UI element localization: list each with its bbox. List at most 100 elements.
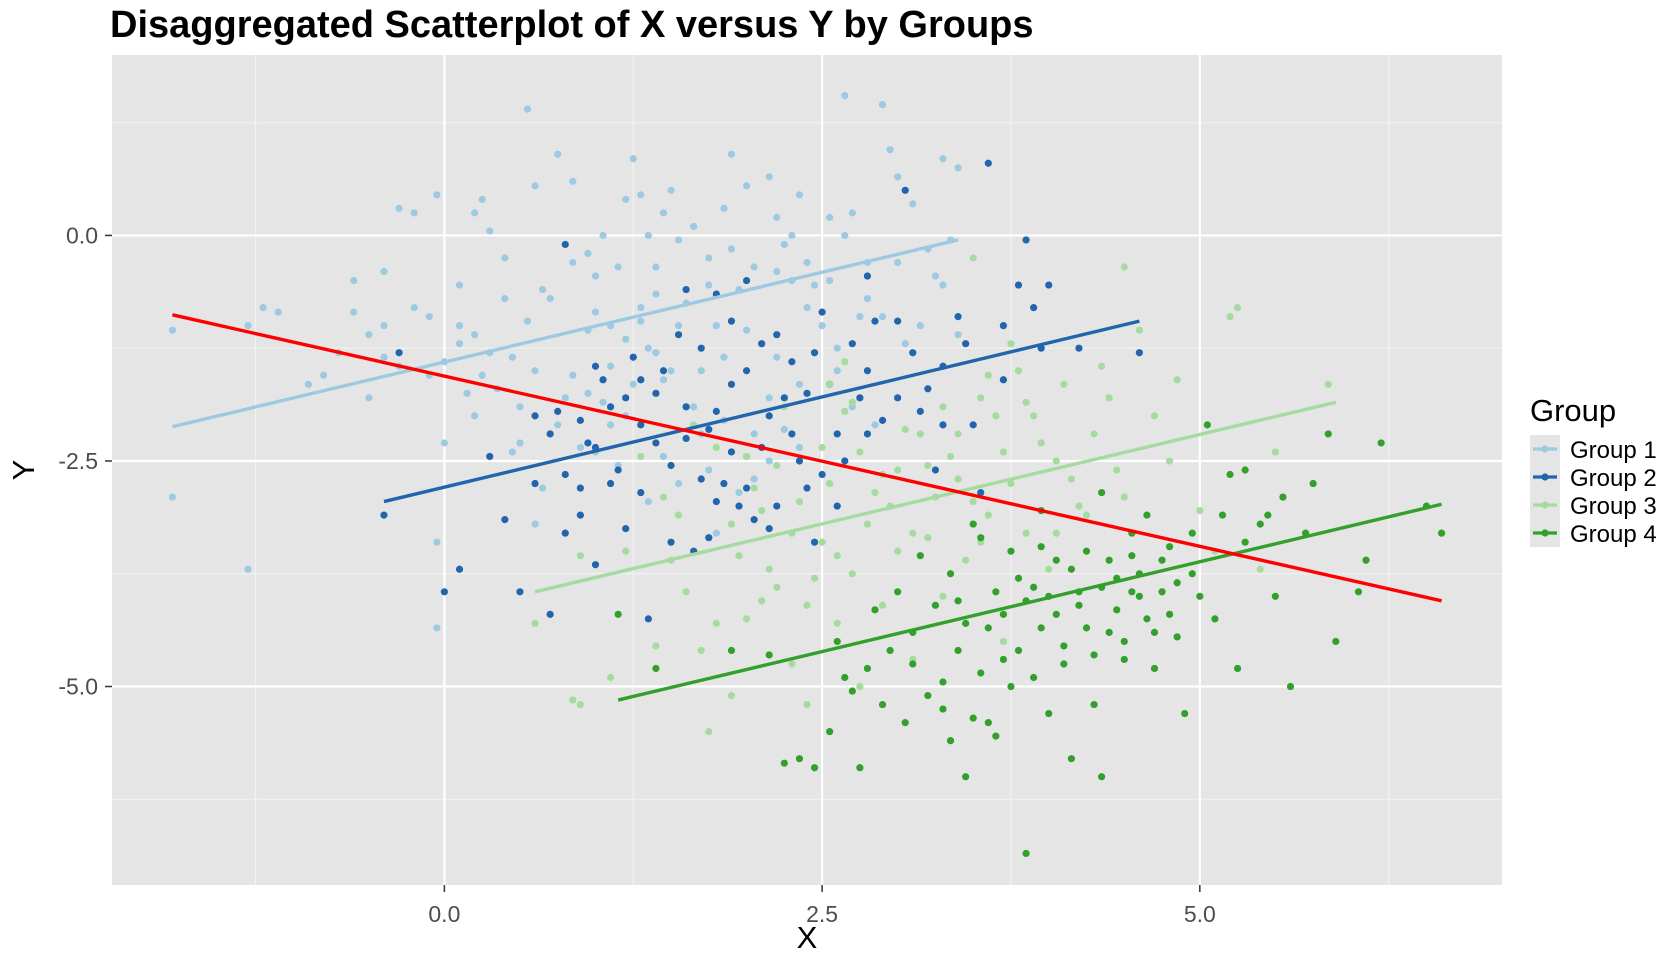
data-point (1007, 547, 1015, 555)
x-tick-label: 5.0 (1184, 901, 1216, 927)
data-point (946, 570, 955, 578)
data-point (1233, 304, 1242, 312)
data-point (886, 646, 894, 655)
data-point (954, 331, 962, 339)
data-point (901, 719, 909, 727)
data-point (773, 331, 781, 339)
data-point (697, 646, 705, 655)
data-point (554, 407, 562, 415)
data-point (1135, 326, 1143, 334)
data-point (727, 150, 736, 158)
data-point (1060, 380, 1068, 388)
data-point (939, 592, 947, 600)
data-point (576, 484, 584, 492)
data-point (576, 443, 584, 452)
data-point (742, 452, 751, 461)
data-point (742, 276, 751, 285)
data-point (1128, 588, 1136, 596)
data-point (1060, 642, 1068, 650)
data-point (969, 497, 977, 506)
data-point (788, 430, 796, 438)
data-point (1332, 637, 1340, 646)
data-point (1090, 651, 1098, 659)
data-point (471, 331, 479, 339)
legend-entry-1: Group 1 (1530, 435, 1657, 464)
data-point (727, 245, 736, 253)
data-point (410, 209, 418, 217)
data-point (1014, 281, 1023, 289)
data-point (1166, 457, 1174, 465)
data-point (727, 448, 736, 456)
data-point (576, 416, 584, 424)
data-point (486, 227, 494, 235)
data-point (659, 367, 668, 375)
data-point (863, 272, 872, 280)
data-point (931, 466, 940, 474)
data-point (531, 367, 539, 375)
data-point (561, 529, 569, 537)
data-point (455, 281, 464, 289)
data-point (1181, 709, 1189, 718)
data-point (1196, 592, 1204, 600)
data-point (168, 326, 177, 334)
data-point (1264, 511, 1272, 519)
data-point (697, 367, 705, 375)
data-point (977, 534, 985, 542)
x-axis-ticks: 0.0 2.5 5.0 (428, 885, 1216, 927)
data-point (380, 267, 388, 276)
data-point (969, 714, 977, 722)
data-point (788, 358, 796, 366)
data-point (871, 488, 879, 497)
data-point (425, 313, 433, 321)
data-point (712, 322, 720, 330)
data-point (810, 538, 819, 546)
data-point (659, 209, 668, 217)
major-gridlines (112, 55, 1502, 885)
data-point (1226, 313, 1234, 321)
data-point (471, 209, 479, 217)
data-point (350, 308, 358, 316)
data-point (999, 637, 1008, 646)
data-point (894, 173, 902, 181)
data-point (622, 335, 630, 343)
data-point (999, 610, 1008, 618)
data-point (795, 457, 804, 465)
data-point (259, 304, 267, 312)
data-point (501, 254, 509, 262)
data-point (1105, 556, 1113, 564)
data-point (599, 231, 607, 240)
data-point (554, 421, 562, 429)
data-point (652, 349, 660, 357)
data-point (319, 371, 328, 379)
data-point (1090, 430, 1098, 438)
data-point (455, 340, 464, 348)
data-point (471, 412, 479, 420)
fit-line-group-3 (534, 400, 1337, 594)
minor-gridlines (112, 55, 1502, 885)
data-point (705, 466, 713, 474)
data-point (705, 728, 713, 736)
data-point (1014, 646, 1023, 655)
data-point (1279, 493, 1287, 501)
data-point (758, 506, 766, 515)
data-point (614, 466, 622, 474)
data-point (1256, 565, 1264, 573)
data-point (1324, 430, 1332, 438)
data-point (674, 331, 683, 339)
data-point (765, 525, 773, 533)
data-point (1022, 398, 1030, 406)
data-point (1135, 592, 1143, 600)
data-point (954, 646, 962, 655)
data-point (674, 236, 683, 244)
data-point (826, 380, 834, 388)
chart-title: Disaggregated Scatterplot of X versus Y … (110, 4, 1034, 46)
data-point (1233, 664, 1242, 673)
legend-label: Group 1 (1570, 437, 1657, 464)
data-point (622, 195, 630, 203)
data-point (523, 317, 532, 325)
data-point (629, 155, 637, 163)
data-point (365, 331, 373, 339)
data-point (871, 317, 879, 325)
data-point (818, 308, 826, 316)
